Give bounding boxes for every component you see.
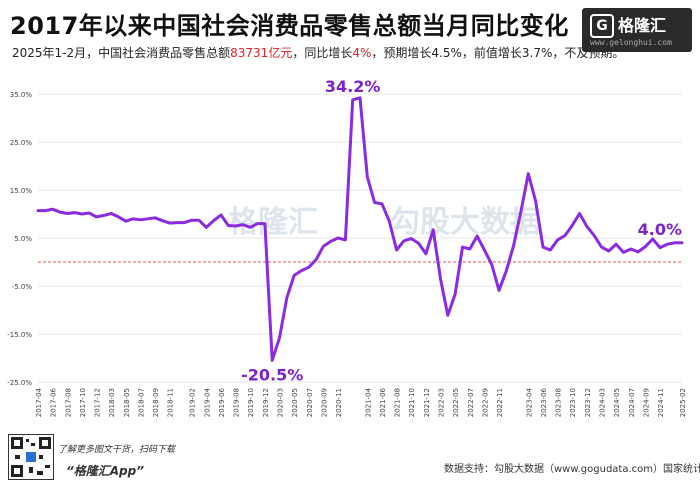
x-tick-label: 2020-05 <box>291 388 299 417</box>
x-tick-label: 2017-10 <box>79 388 87 417</box>
x-tick-label: 2020-09 <box>320 388 328 417</box>
x-tick-label: 2017-08 <box>64 388 72 417</box>
y-tick-label: -15.0% <box>7 331 32 339</box>
x-tick-label: 2024-11 <box>657 388 665 417</box>
x-tick-label: 2024-07 <box>628 388 636 417</box>
chart-subtitle: 2025年1-2月，中国社会消费品零售总额83731亿元，同比增长4%，预期增长… <box>12 44 624 61</box>
x-tick-label: 2023-04 <box>525 387 533 417</box>
y-tick-label: -25.0% <box>7 379 32 387</box>
logo-url: www.gelonghui.com <box>590 38 672 47</box>
x-tick-label: 2017-06 <box>50 387 58 417</box>
x-tick-label: 2018-03 <box>108 388 116 417</box>
x-tick-label: 2019-08 <box>233 388 241 417</box>
app-name: “格隆汇App” <box>66 464 144 478</box>
x-tick-label: 2023-12 <box>584 388 592 417</box>
qr-caption: 了解更多图文干货，扫码下载 <box>58 445 176 455</box>
x-tick-label: 2024-09 <box>642 388 650 417</box>
x-tick-label: 2020-03 <box>277 388 285 417</box>
data-source: 数据支持：勾股大数据（www.gogudata.com）国家统计局 <box>444 464 700 475</box>
x-tick-label: 2021-04 <box>364 387 372 417</box>
y-tick-label: 35.0% <box>10 91 33 99</box>
x-tick-label: 2021-08 <box>394 388 402 417</box>
x-tick-label: 2022-07 <box>467 388 475 417</box>
x-tick-label: 2021-06 <box>379 387 387 417</box>
x-tick-label: 2019-04 <box>203 387 211 417</box>
watermark-text: 格隆汇 <box>228 205 318 240</box>
x-tick-label: 2017-12 <box>94 388 102 417</box>
x-tick-label: 2025-02 <box>679 388 687 417</box>
series-line <box>36 96 684 362</box>
x-tick-label: 2018-09 <box>152 388 160 417</box>
data-label: 4.0% <box>638 220 682 239</box>
y-tick-label: 15.0% <box>10 187 33 195</box>
qr-code[interactable] <box>8 434 54 480</box>
x-tick-label: 2019-10 <box>247 388 255 417</box>
x-tick-label: 2022-11 <box>496 388 504 417</box>
x-tick-label: 2024-03 <box>599 388 607 417</box>
data-label: -20.5% <box>241 365 303 384</box>
y-tick-label: 5.0% <box>14 235 32 243</box>
x-tick-label: 2018-05 <box>123 388 131 417</box>
x-tick-label: 2017-04 <box>35 387 43 417</box>
x-tick-label: 2021-12 <box>423 388 431 417</box>
subtitle-post: ，预期增长4.5%，前值增长3.7%，不及预期。 <box>371 46 625 60</box>
x-tick-label: 2024-05 <box>613 388 621 417</box>
x-tick-label: 2023-10 <box>569 388 577 417</box>
subtitle-value: 83731亿元 <box>230 46 293 60</box>
logo-mark-icon: G <box>590 14 614 38</box>
x-tick-label: 2022-03 <box>438 388 446 417</box>
subtitle-pre: 2025年1-2月，中国社会消费品零售总额 <box>12 46 231 60</box>
chart-title: 2017年以来中国社会消费品零售总额当月同比变化 <box>10 12 569 40</box>
x-tick-label: 2019-06 <box>218 387 226 417</box>
x-tick-label: 2021-10 <box>408 388 416 417</box>
x-tick-label: 2022-05 <box>452 388 460 417</box>
brand-logo: G 格隆汇 www.gelonghui.com <box>582 8 692 52</box>
x-tick-label: 2019-02 <box>189 388 197 417</box>
x-tick-label: 2023-08 <box>555 388 563 417</box>
logo-name: 格隆汇 <box>618 16 667 35</box>
x-tick-label: 2018-11 <box>167 388 175 417</box>
x-tick-label: 2019-12 <box>262 388 270 417</box>
line-chart: 格隆汇 勾股大数据-25.0%-15.0%-5.0%5.0%15.0%25.0%3… <box>7 77 687 417</box>
x-tick-label: 2023-06 <box>540 387 548 417</box>
y-tick-label: 25.0% <box>10 139 33 147</box>
subtitle-growth: 4% <box>352 46 372 60</box>
y-tick-label: -5.0% <box>12 283 33 291</box>
x-tick-label: 2022-09 <box>481 388 489 417</box>
data-label: 34.2% <box>325 77 381 96</box>
subtitle-mid: ，同比增长 <box>292 46 353 60</box>
x-tick-label: 2020-11 <box>335 388 343 417</box>
qr-code-icon <box>11 437 51 477</box>
x-tick-label: 2018-07 <box>137 388 145 417</box>
x-tick-label: 2020-07 <box>306 388 314 417</box>
